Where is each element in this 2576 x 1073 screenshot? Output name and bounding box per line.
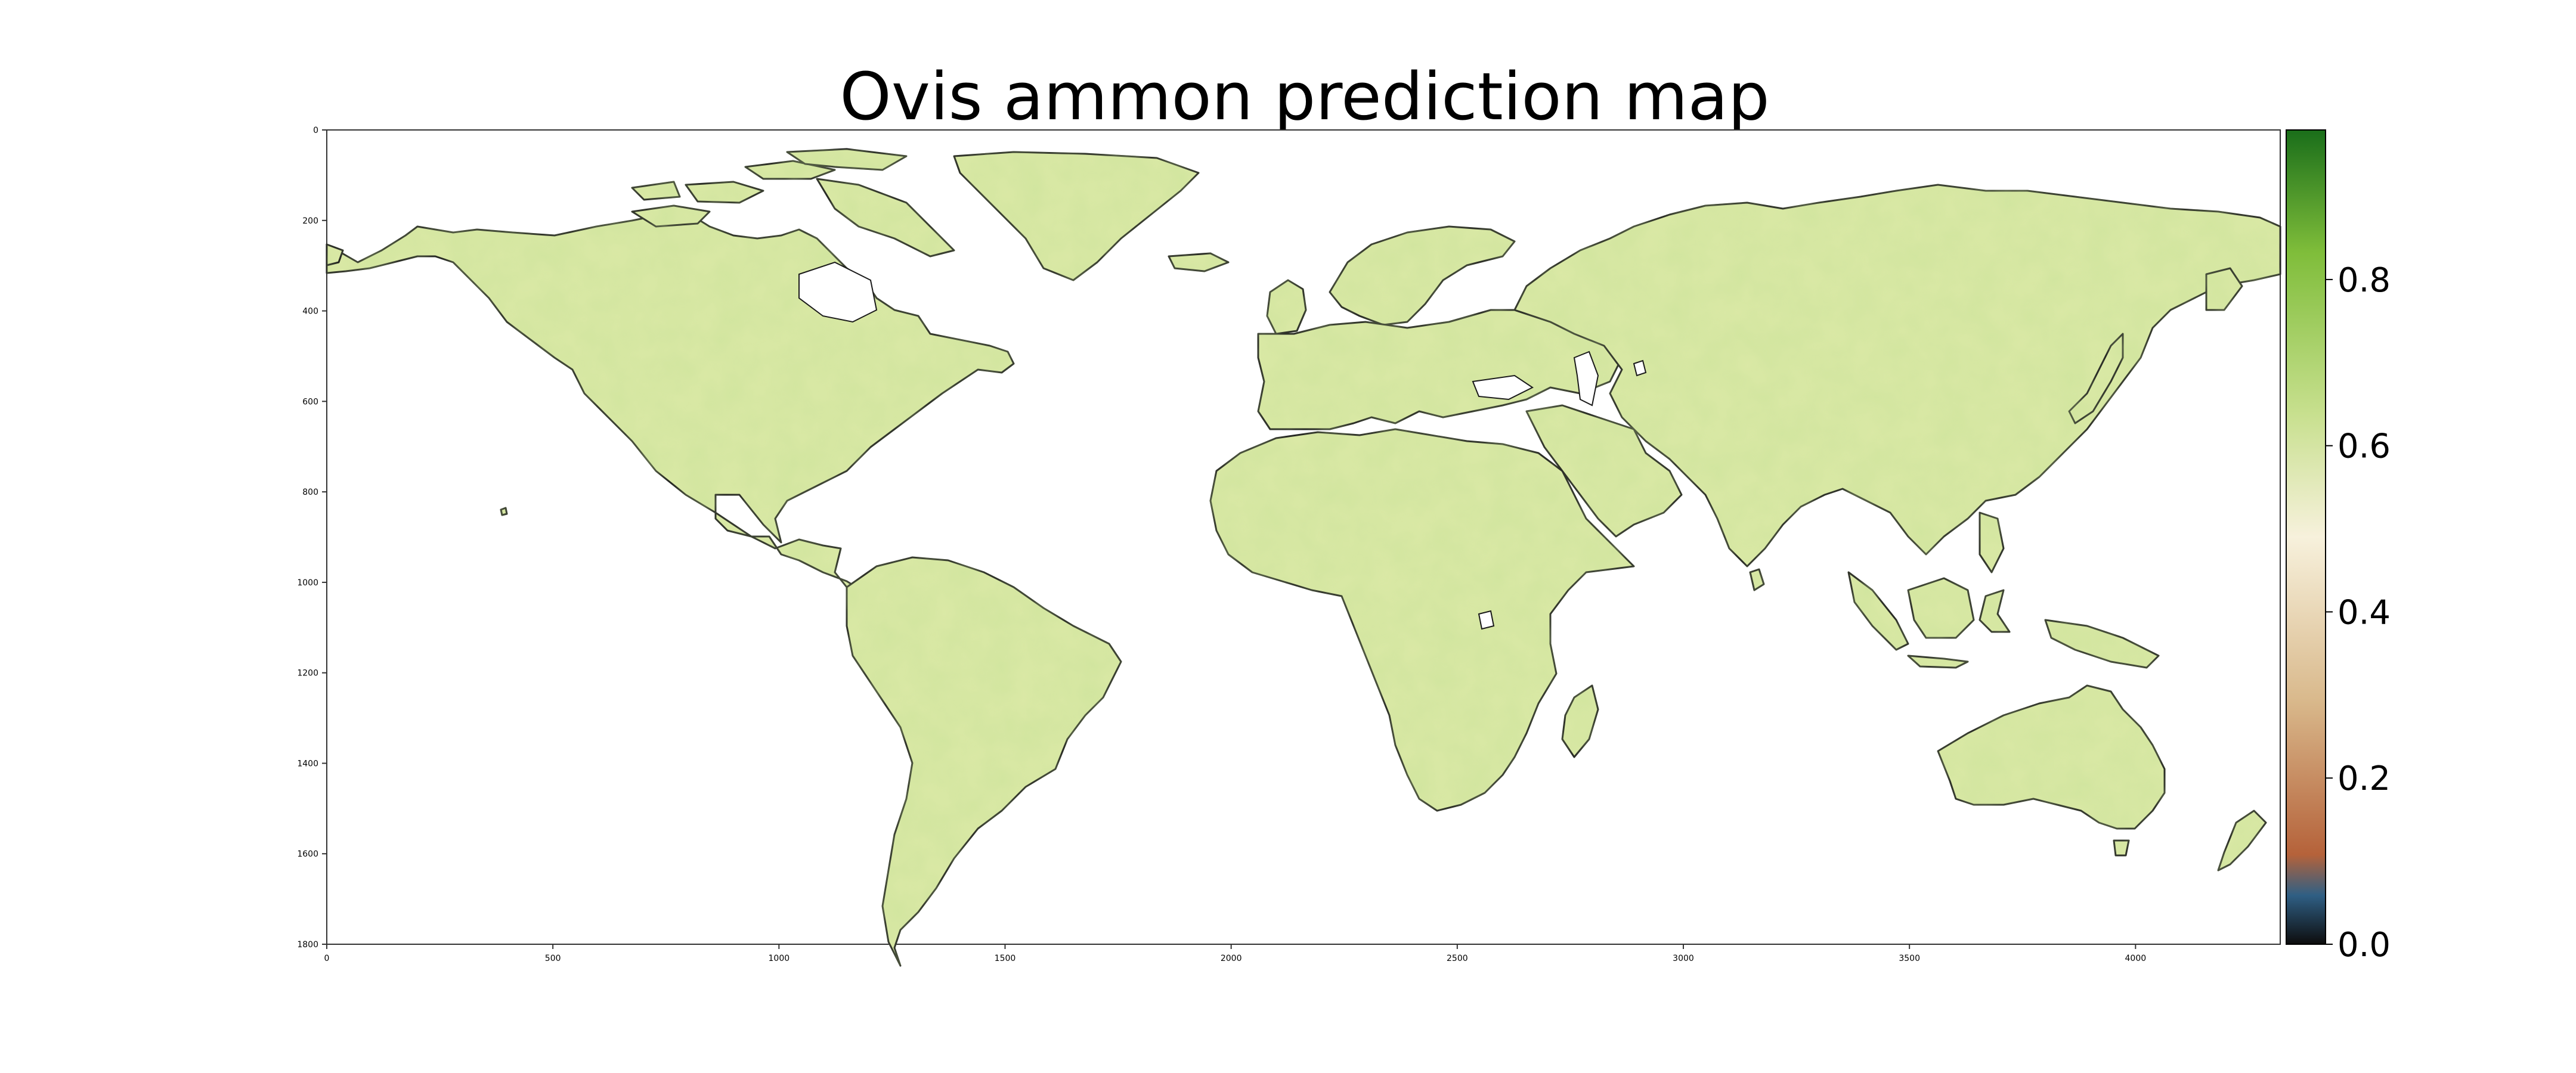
colorbar-gradient (2286, 129, 2326, 945)
inland-waters (798, 261, 1647, 630)
y-tick-label: 1800 (297, 940, 318, 950)
colorbar-tick-label: 0.2 (2337, 759, 2391, 798)
caspian-sea (1573, 351, 1599, 407)
y-tick-label: 200 (302, 216, 318, 226)
y-tick-label: 0 (313, 126, 318, 135)
y-axis: 0 200 400 600 800 1000 1200 1400 1600 1800 (297, 126, 327, 950)
y-tick-label: 1000 (297, 578, 318, 588)
y-tick-label: 1200 (297, 669, 318, 678)
y-tick-label: 600 (302, 397, 318, 407)
map-panel (326, 129, 2281, 967)
x-tick-label: 3500 (1899, 954, 1920, 963)
colorbar-ticks: 0.0 0.2 0.4 0.6 0.8 (2326, 261, 2391, 965)
x-tick-label: 0 (324, 954, 330, 963)
x-tick-label: 1500 (995, 954, 1016, 963)
chart-title: Ovis ammon prediction map (840, 58, 1769, 135)
hudson-bay (798, 261, 878, 323)
colorbar-tick-label: 0.0 (2337, 926, 2391, 965)
colorbar: 0.0 0.2 0.4 0.6 0.8 (2286, 129, 2391, 965)
y-tick-label: 1400 (297, 759, 318, 768)
x-tick-label: 3000 (1673, 954, 1694, 963)
y-tick-label: 800 (302, 488, 318, 497)
colorbar-tick-label: 0.4 (2337, 593, 2391, 632)
y-tick-label: 1600 (297, 849, 318, 859)
x-tick-label: 2500 (1447, 954, 1468, 963)
x-tick-label: 500 (545, 954, 561, 963)
black-sea (1472, 374, 1534, 401)
x-tick-label: 1000 (769, 954, 790, 963)
lake-victoria (1478, 610, 1495, 630)
colorbar-tick-label: 0.6 (2337, 427, 2391, 466)
y-tick-label: 400 (302, 307, 318, 317)
colorbar-tick-label: 0.8 (2337, 261, 2391, 300)
aral-sea (1633, 359, 1647, 377)
x-tick-label: 2000 (1221, 954, 1242, 963)
x-axis: 0 500 1000 1500 2000 2500 3000 3500 4000 (324, 944, 2147, 963)
x-tick-label: 4000 (2125, 954, 2147, 963)
